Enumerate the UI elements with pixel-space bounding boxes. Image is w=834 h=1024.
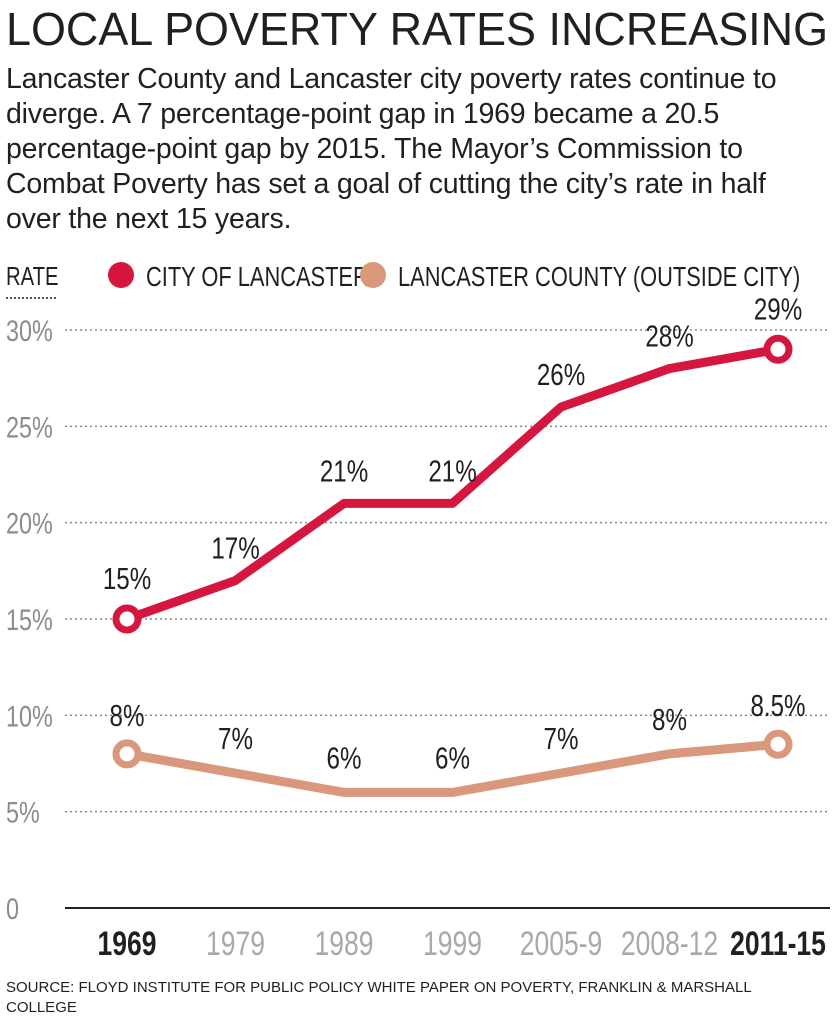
y-tick-label: 0 <box>6 892 19 925</box>
x-tick-label: 1989 <box>315 925 374 963</box>
data-label: 7% <box>218 721 253 756</box>
series-line <box>125 344 779 624</box>
x-tick-label: 2005-9 <box>520 925 603 963</box>
chart: LOCAL POVERTY RATES INCREASING RATE CITY … <box>6 3 830 963</box>
y-tick-label: 30% <box>6 314 53 347</box>
data-label: 28% <box>645 319 693 354</box>
end-marker <box>112 604 142 634</box>
legend-swatch <box>360 262 386 288</box>
data-label: 29% <box>754 291 802 326</box>
end-marker <box>112 739 142 769</box>
chart-subtitle: Lancaster County and Lancaster city pove… <box>6 63 777 235</box>
x-tick-label: 2008-12 <box>621 925 718 963</box>
y-tick-label: 15% <box>6 603 53 636</box>
data-label: 17% <box>211 531 259 566</box>
data-label: 8.5% <box>750 688 805 723</box>
y-axis-label: RATE <box>6 262 59 291</box>
legend-label: CITY OF LANCASTER <box>146 261 369 292</box>
y-tick-label: 10% <box>6 700 53 733</box>
end-marker <box>763 729 793 759</box>
x-tick-label: 1969 <box>98 925 157 963</box>
data-label: 21% <box>428 454 476 489</box>
data-label: 15% <box>103 561 151 596</box>
y-tick-label: 5% <box>6 796 40 829</box>
legend-swatch <box>108 262 134 288</box>
data-label: 8% <box>652 702 687 737</box>
source-note: SOURCE: FLOYD INSTITUTE FOR PUBLIC POLIC… <box>6 979 752 1016</box>
data-label: 8% <box>110 698 145 733</box>
y-tick-label: 20% <box>6 507 53 540</box>
end-marker <box>763 334 793 364</box>
series-line <box>126 739 779 797</box>
x-tick-label: 1999 <box>423 925 482 963</box>
data-label: 26% <box>537 357 585 392</box>
data-label: 21% <box>320 454 368 489</box>
x-tick-label: 2011-15 <box>730 925 826 963</box>
x-tick-label: 1979 <box>206 925 265 963</box>
legend-label: LANCASTER COUNTY (OUTSIDE CITY) <box>398 261 800 292</box>
y-tick-label: 25% <box>6 411 53 444</box>
data-label: 7% <box>544 721 579 756</box>
data-label: 6% <box>327 741 362 776</box>
chart-title: LOCAL POVERTY RATES INCREASING <box>6 3 828 55</box>
data-label: 6% <box>435 741 470 776</box>
